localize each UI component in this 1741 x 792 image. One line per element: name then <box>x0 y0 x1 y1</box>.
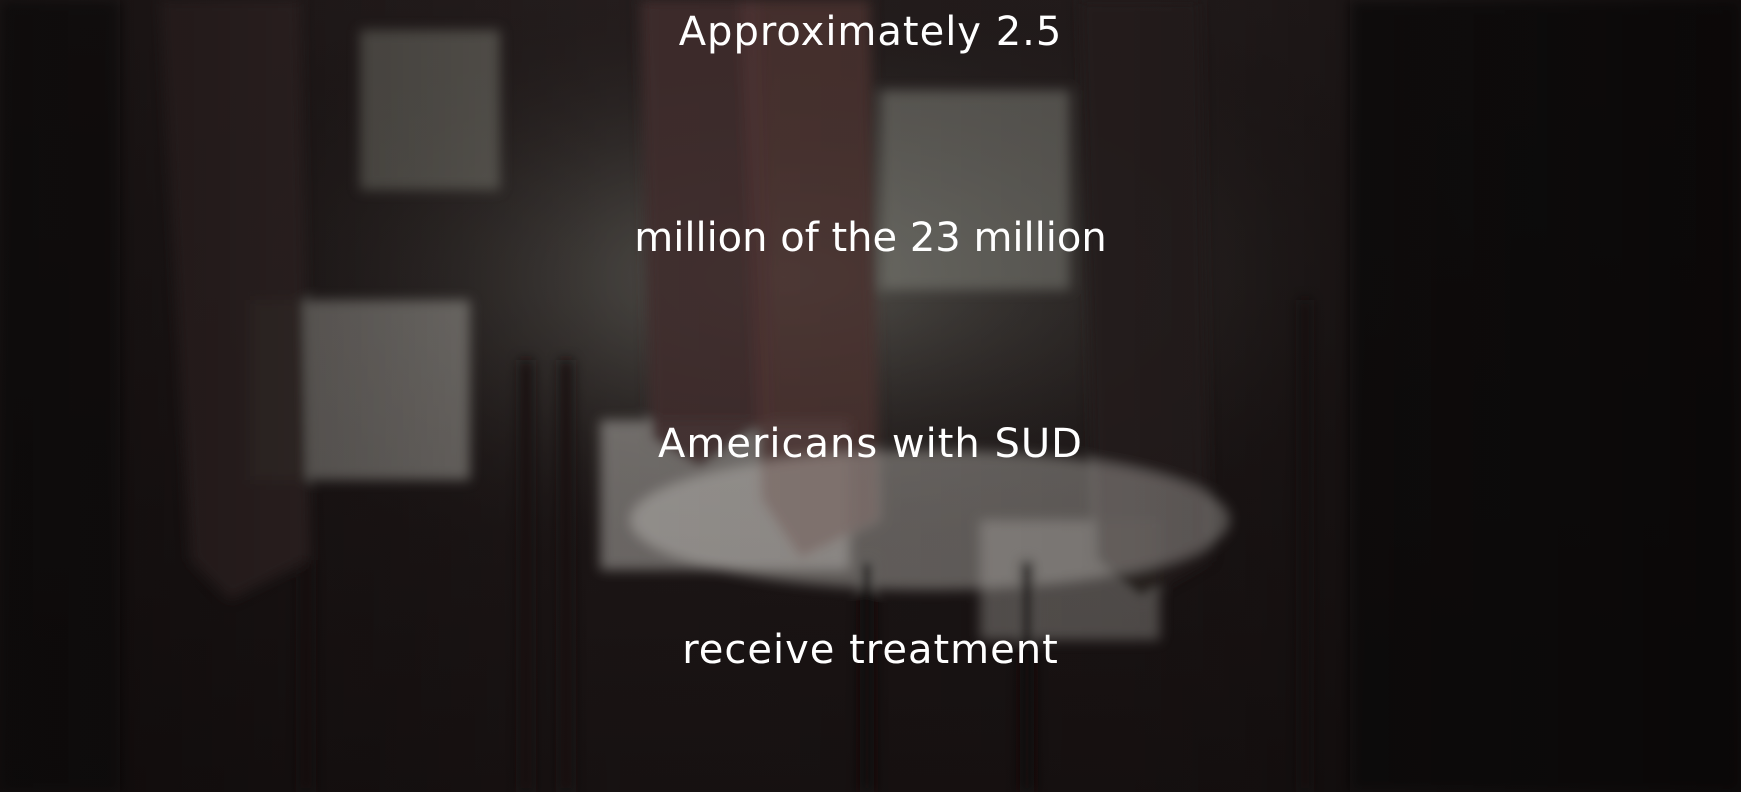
headline-line-2: million of the 23 million <box>634 215 1107 261</box>
headline-line-1: Approximately 2.5 <box>678 9 1063 55</box>
headline-line-3: Americans with SUD <box>658 421 1083 467</box>
headline-line-4: receive treatment <box>682 627 1059 673</box>
